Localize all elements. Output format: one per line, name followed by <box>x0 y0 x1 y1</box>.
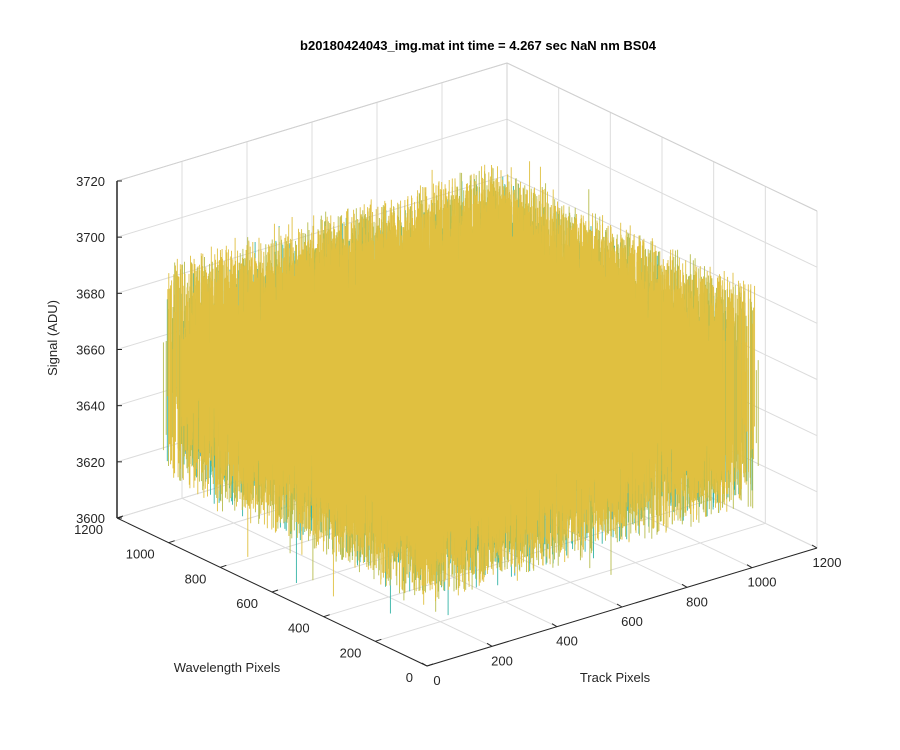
y-tick <box>426 663 434 667</box>
x-tick-label: 800 <box>686 594 708 609</box>
y-axis-label: Wavelength Pixels <box>174 660 281 675</box>
z-tick-label: 3660 <box>76 343 105 358</box>
y-tick-label: 200 <box>340 645 362 660</box>
x-tick-label: 600 <box>621 614 643 629</box>
surface-spikes <box>162 161 759 616</box>
y-tick <box>271 589 279 593</box>
y-tick <box>168 540 175 544</box>
y-tick-label: 600 <box>236 596 258 611</box>
z-tick-label: 3720 <box>76 174 105 189</box>
box-edge <box>506 62 818 212</box>
box-edge <box>116 62 508 182</box>
x-tick <box>616 603 623 608</box>
x-tick-label: 1200 <box>813 555 842 570</box>
y-tick-label: 1000 <box>126 547 155 562</box>
chart-title: b20180424043_img.mat int time = 4.267 se… <box>300 38 657 53</box>
x-tick-label: 200 <box>491 653 513 668</box>
y-tick <box>375 638 382 642</box>
x-tick-label: 0 <box>433 673 440 688</box>
y-tick-label: 1200 <box>74 522 103 537</box>
back-wall-grid-line <box>116 118 508 238</box>
y-tick-label: 800 <box>185 571 207 586</box>
tick-labels: 0 200 400 600 800 1000 1200 0 200 400 600 800 1000 12… <box>74 174 841 688</box>
x-tick-label: 1000 <box>748 575 777 590</box>
x-tick <box>811 544 818 549</box>
x-tick <box>551 623 558 628</box>
x-tick <box>421 662 428 667</box>
x-axis-label: Track Pixels <box>580 670 651 685</box>
z-tick-label: 3640 <box>76 399 105 414</box>
side-wall-grid-line <box>506 118 818 268</box>
x-tick-label: 400 <box>556 634 578 649</box>
y-tick <box>323 614 330 618</box>
y-tick <box>220 564 227 568</box>
z-tick-label: 3700 <box>76 230 105 245</box>
x-tick <box>486 642 493 647</box>
z-tick-label: 3680 <box>76 286 105 301</box>
z-tick-label: 3600 <box>76 511 105 526</box>
y-tick-label: 0 <box>406 670 413 685</box>
x-tick <box>681 583 688 588</box>
y-tick-label: 400 <box>288 621 310 636</box>
surface-spike-layer <box>167 161 756 605</box>
side-wall-grid-line <box>506 174 818 324</box>
x-tick <box>746 564 753 569</box>
floor-grid-line <box>375 522 766 642</box>
z-tick-label: 3620 <box>76 455 105 470</box>
z-axis-label: Signal (ADU) <box>45 300 60 376</box>
